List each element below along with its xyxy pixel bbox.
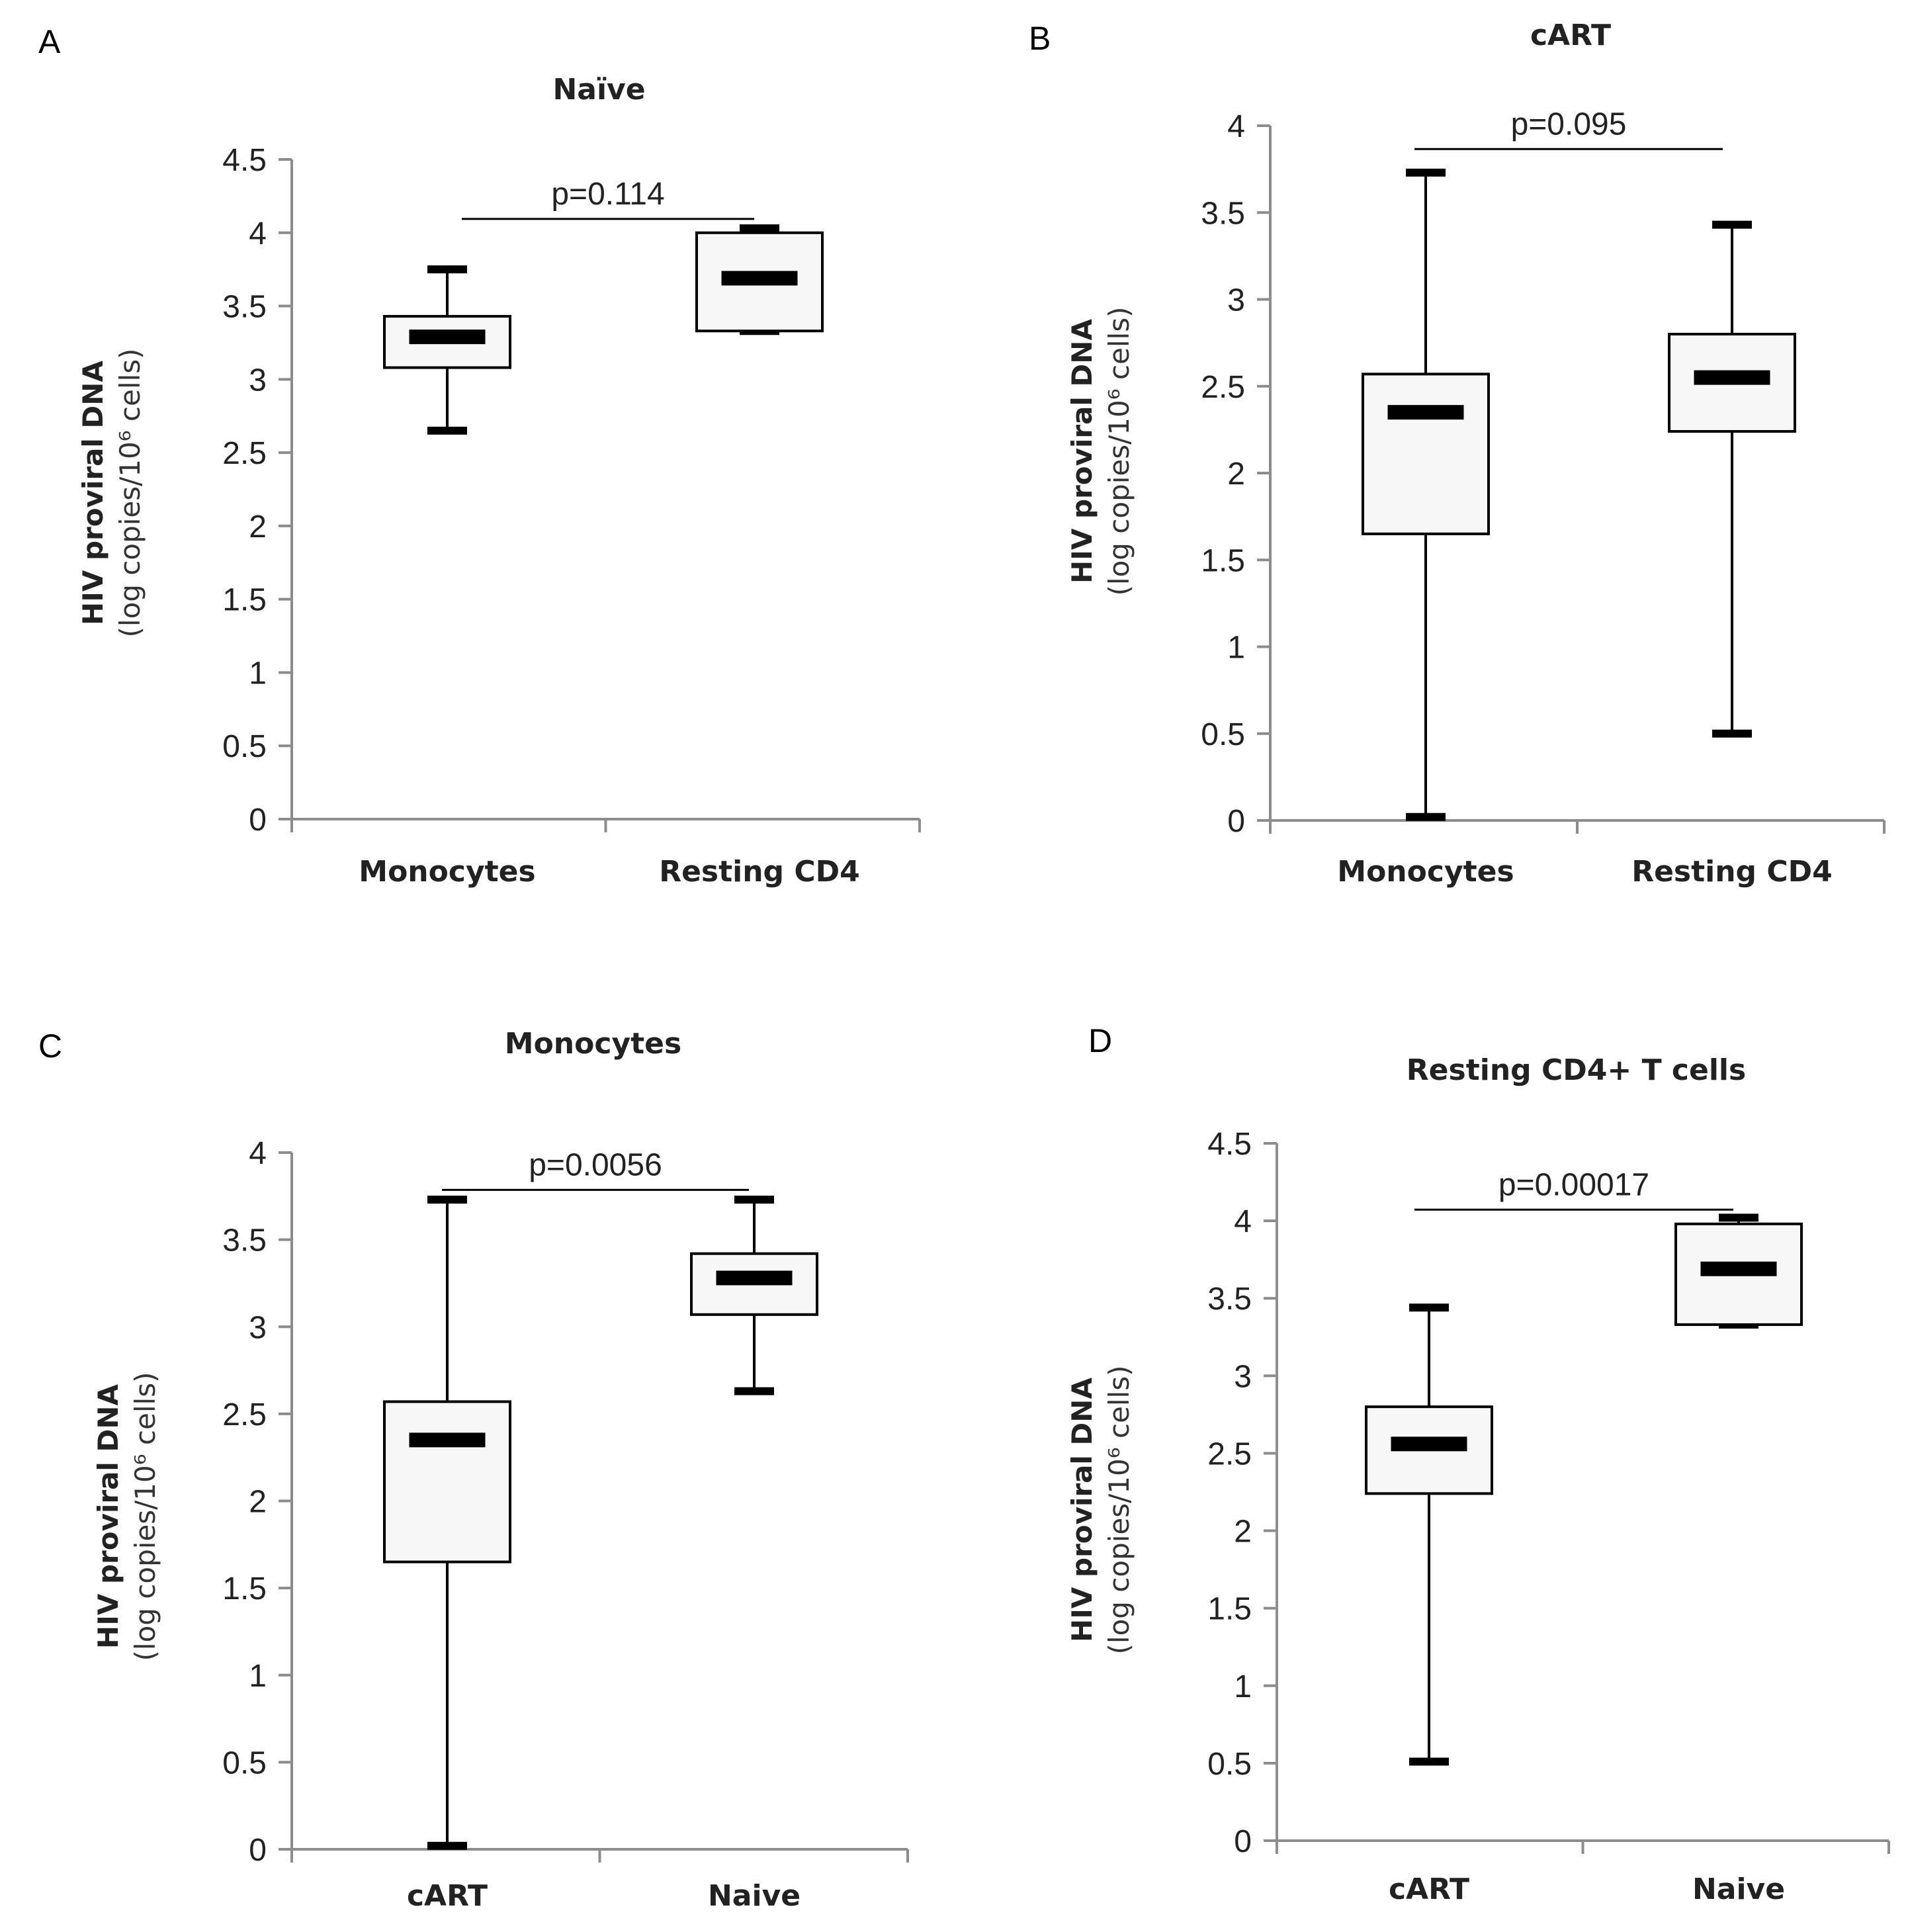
y-axis-label: HIV proviral DNA (log copies/10⁶ cells)	[77, 349, 146, 638]
y-tick-label: 3.5	[222, 1223, 267, 1258]
y-axis-label: HIV proviral DNA (log copies/10⁶ cells)	[92, 1372, 161, 1661]
y-tick-label: 1	[1234, 1669, 1252, 1704]
y-tick-label: 3	[249, 1310, 267, 1345]
y-tick-label: 0	[1234, 1824, 1252, 1859]
box-plot	[1365, 1303, 1493, 1766]
y-axis-label-unit: (log copies/10⁶ cells)	[1103, 307, 1135, 596]
y-tick-label: 2.5	[222, 436, 267, 471]
y-tick-label: 3.5	[1207, 1282, 1252, 1317]
y-axis-label-main: HIV proviral DNA	[77, 361, 109, 625]
y-tick-label: 4	[1234, 1204, 1252, 1239]
y-tick-label: 3	[249, 363, 267, 398]
box-plot	[1668, 220, 1796, 738]
box-plot	[695, 224, 824, 335]
p-value: p=0.0056	[529, 1147, 662, 1182]
iqr-box	[383, 1400, 511, 1563]
box-plot	[383, 265, 511, 435]
chart-title: Naïve	[552, 73, 645, 107]
chart-title: Monocytes	[505, 1027, 681, 1061]
category-label: Resting CD4	[1631, 855, 1833, 889]
box-plot	[690, 1196, 818, 1395]
y-tick-label: 4.5	[222, 143, 267, 178]
y-tick-label: 0.5	[1201, 717, 1245, 752]
y-tick-label: 2.5	[1201, 370, 1245, 405]
y-tick-label: 3.5	[222, 290, 267, 325]
iqr-box	[1362, 373, 1490, 535]
y-tick-label: 2	[1227, 457, 1245, 492]
y-axis-label-unit: (log copies/10⁶ cells)	[129, 1372, 161, 1661]
y-axis-label-main: HIV proviral DNA	[92, 1384, 124, 1649]
y-tick-label: 0.5	[222, 729, 267, 764]
y-axis-label-unit: (log copies/10⁶ cells)	[1103, 1366, 1135, 1655]
y-tick-label: 4	[1227, 109, 1245, 144]
box-plot	[1362, 168, 1490, 821]
y-axis-label: HIV proviral DNA (log copies/10⁶ cells)	[1066, 307, 1135, 596]
y-tick-label: 0	[249, 803, 267, 838]
category-label: cART	[1389, 1872, 1469, 1906]
y-tick-label: 1	[249, 1659, 267, 1694]
y-tick-label: 3	[1234, 1359, 1252, 1394]
y-tick-label: 2	[249, 1485, 267, 1520]
y-tick-label: 1.5	[1207, 1592, 1252, 1627]
chart-title: cART	[1530, 19, 1611, 52]
y-tick-label: 3	[1227, 283, 1245, 318]
p-value: p=0.00017	[1498, 1167, 1649, 1202]
y-tick-label: 1.5	[222, 583, 267, 618]
panel-letter: C	[38, 1028, 62, 1065]
y-axis-label-main: HIV proviral DNA	[1066, 1378, 1098, 1642]
y-tick-label: 0	[1227, 804, 1245, 839]
y-tick-label: 0.5	[222, 1745, 267, 1780]
box-plot	[383, 1196, 511, 1850]
box-plot	[1674, 1213, 1803, 1329]
panel-letter: D	[1088, 1022, 1112, 1059]
category-label: Monocytes	[1337, 855, 1514, 889]
y-tick-label: 1.5	[1201, 543, 1245, 578]
y-tick-label: 2	[1234, 1515, 1252, 1550]
category-label: cART	[407, 1879, 488, 1913]
y-tick-label: 4	[249, 1136, 267, 1171]
y-tick-label: 1	[249, 656, 267, 691]
panel-letter: B	[1029, 20, 1051, 57]
panel-d: D Resting CD4+ T cells 0 0.5 1 1.5 2 2.5 3 3.5 4 4.…	[1066, 1022, 1890, 1906]
p-value: p=0.114	[551, 177, 664, 212]
y-tick-label: 3.5	[1201, 196, 1245, 231]
y-axis-label-unit: (log copies/10⁶ cells)	[114, 349, 146, 638]
y-tick-label: 1	[1227, 631, 1245, 666]
y-tick-label: 2	[249, 509, 267, 545]
category-label: Monocytes	[359, 855, 535, 889]
y-tick-label: 0.5	[1207, 1747, 1252, 1782]
y-tick-label: 0	[249, 1833, 267, 1868]
p-value: p=0.095	[1511, 107, 1627, 142]
y-axis-label-main: HIV proviral DNA	[1066, 319, 1098, 584]
panel-letter: A	[38, 23, 61, 60]
y-tick-label: 4.5	[1207, 1127, 1252, 1162]
panel-a: A Naïve 0 0.5 1 1.5 2 2.5 3 3.5 4 4.5 HIV proviral D…	[38, 23, 921, 889]
panel-c: C Monocytes 0 0.5 1 1.5 2 2.5 3 3.5 4 HIV proviral …	[38, 1027, 909, 1913]
y-tick-label: 2.5	[1207, 1436, 1252, 1471]
category-label: Naive	[1692, 1872, 1785, 1906]
y-tick-label: 1.5	[222, 1571, 267, 1606]
y-tick-label: 4	[249, 216, 267, 251]
y-axis-label: HIV proviral DNA (log copies/10⁶ cells)	[1066, 1366, 1135, 1655]
category-label: Naive	[708, 1879, 801, 1913]
chart-title: Resting CD4+ T cells	[1407, 1053, 1746, 1087]
category-label: Resting CD4	[659, 855, 860, 889]
y-tick-label: 2.5	[222, 1397, 267, 1432]
